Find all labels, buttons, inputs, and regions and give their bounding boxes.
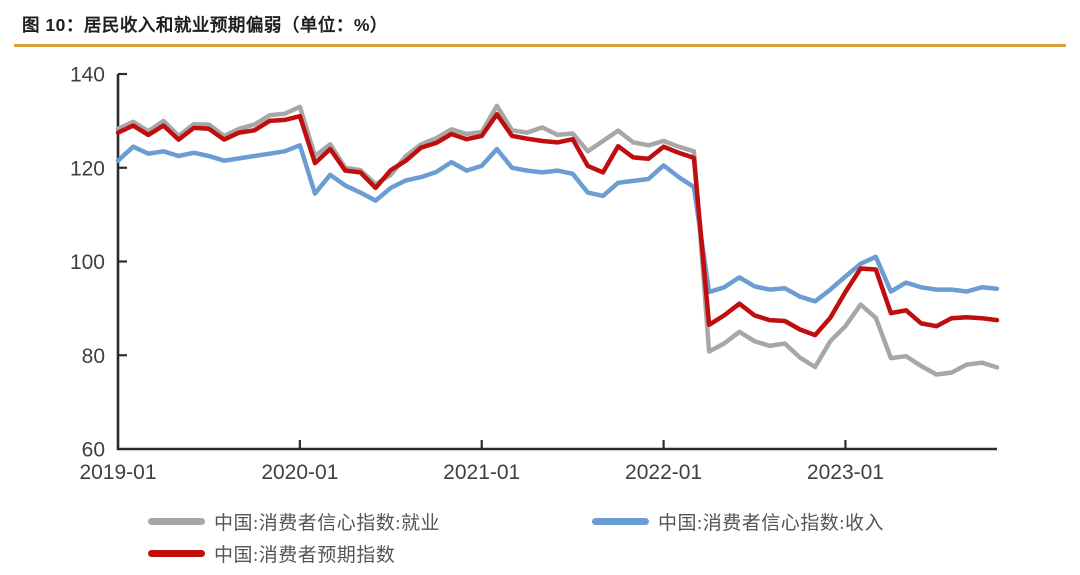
y-tick-label: 100 — [70, 251, 105, 274]
legend-label-income: 中国:消费者信心指数:收入 — [658, 513, 885, 534]
legend-swatch-income — [592, 518, 649, 525]
legend-item-expectation: 中国:消费者预期指数 — [148, 540, 395, 567]
y-tick-label: 120 — [70, 157, 105, 180]
series-line-0 — [115, 103, 1000, 377]
x-tick-label: 2022-01 — [625, 461, 702, 484]
legend-label-employment: 中国:消费者信心指数:就业 — [214, 513, 441, 534]
legend-label-expectation: 中国:消费者预期指数 — [214, 545, 396, 566]
legend-item-income: 中国:消费者信心指数:收入 — [592, 508, 884, 535]
axis-lines — [116, 74, 997, 451]
x-tick-label: 2021-01 — [443, 461, 520, 484]
y-tick-label: 60 — [82, 439, 105, 462]
series-line-1 — [115, 143, 1000, 304]
legend-swatch-expectation — [148, 550, 205, 557]
legend-item-employment: 中国:消费者信心指数:就业 — [148, 508, 440, 535]
legend-swatch-employment — [148, 518, 205, 525]
series-line-2 — [115, 112, 1000, 338]
figure-title: 图 10：居民收入和就业预期偏弱（单位：%） — [22, 15, 388, 35]
x-tick-label: 2020-01 — [261, 461, 338, 484]
x-tick-label: 2019-01 — [79, 461, 156, 484]
x-tick-label: 2023-01 — [807, 461, 884, 484]
title-accent-rule — [14, 44, 1066, 47]
y-tick-label: 80 — [82, 345, 105, 368]
y-tick-label: 140 — [70, 64, 105, 87]
